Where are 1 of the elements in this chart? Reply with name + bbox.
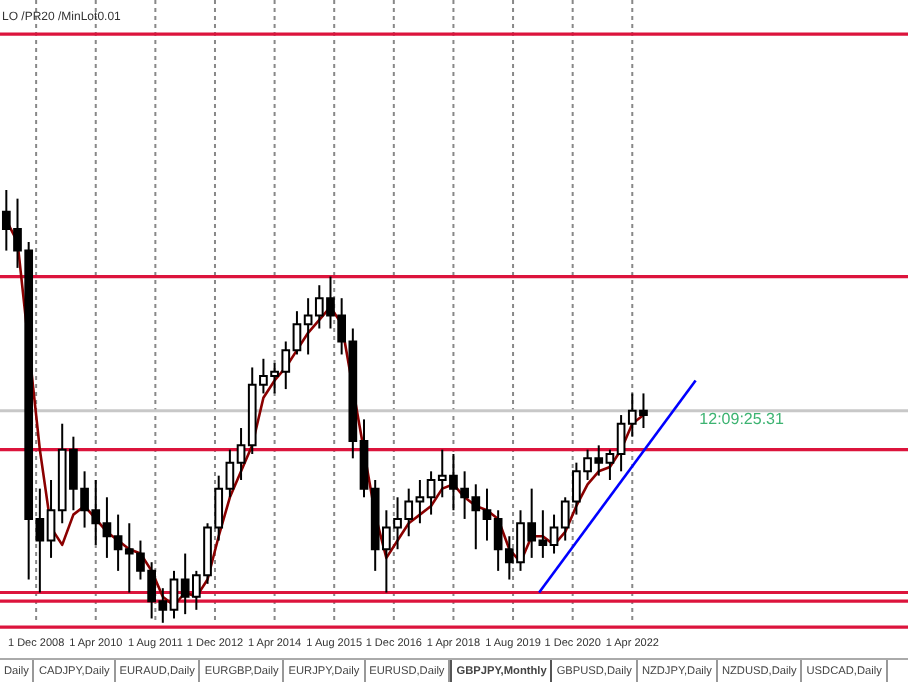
annotation: 12:09:25.31 xyxy=(699,409,785,428)
